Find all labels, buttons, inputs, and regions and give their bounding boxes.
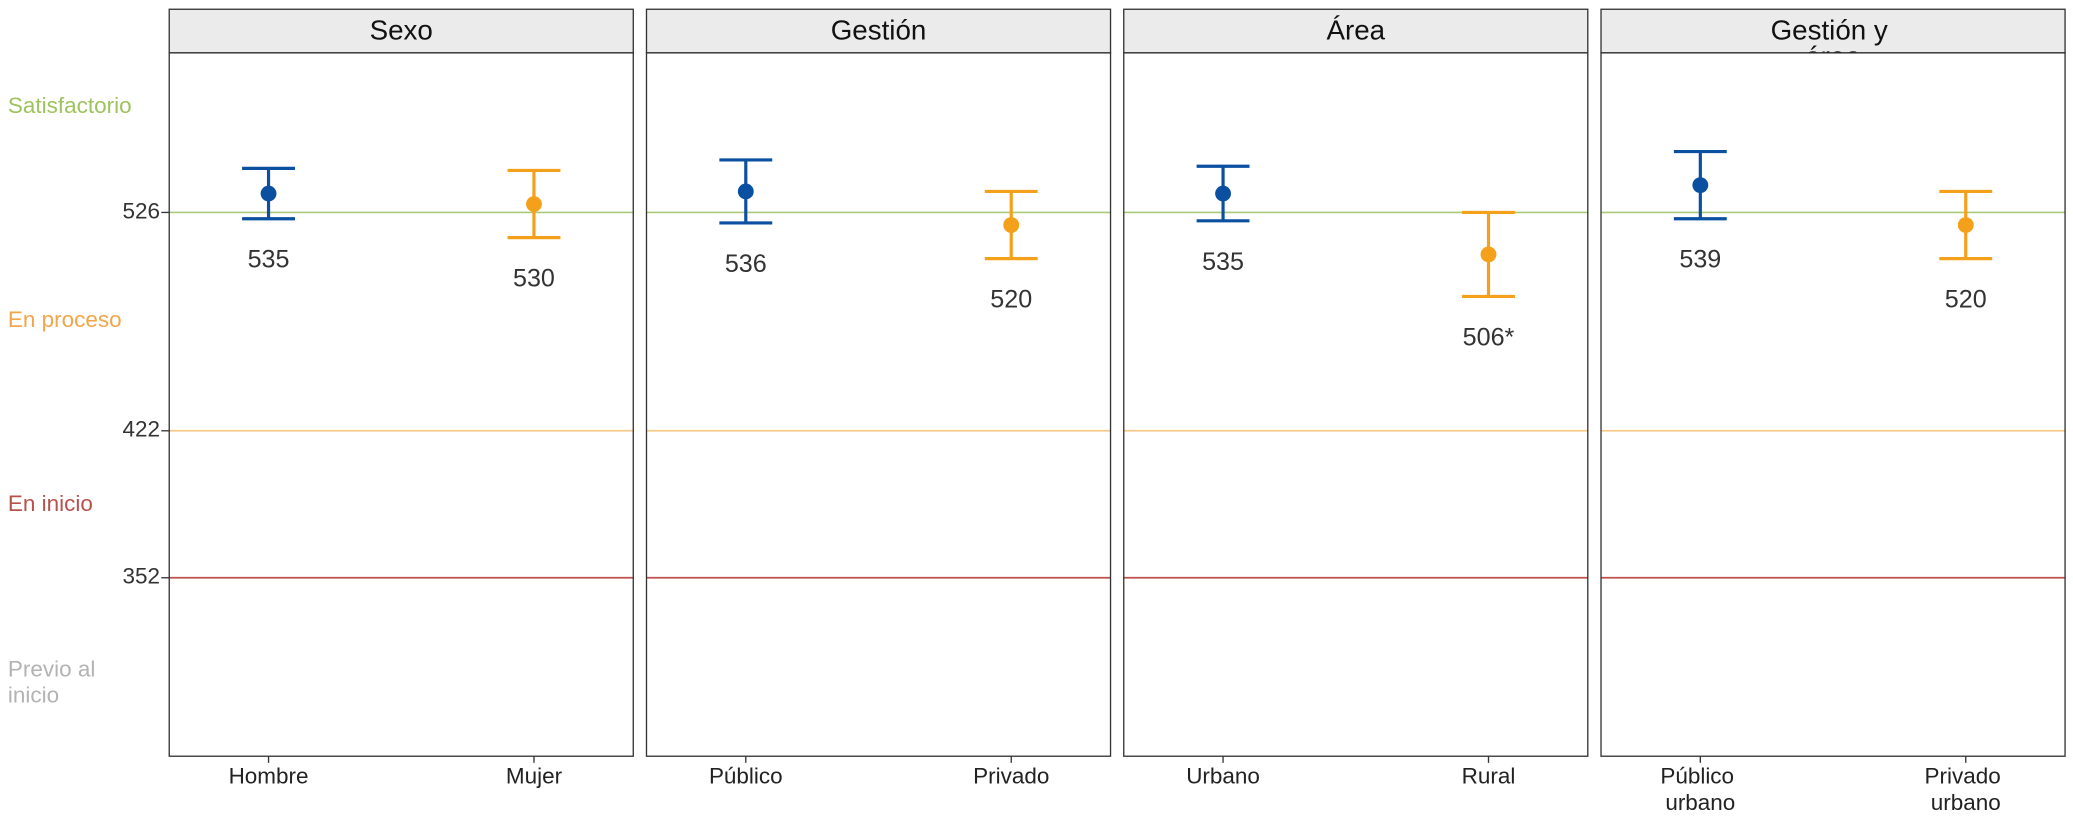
point [1692,177,1709,194]
x-tick-label: Urbano [1186,763,1260,788]
panel-border [1600,52,2066,757]
y-tick-label: 526 [122,198,160,223]
panel-title: Área [1326,15,1385,46]
level-label: Previo al inicio [8,656,102,707]
point [1480,246,1497,263]
x-tick-label: Público [709,763,783,788]
panel-border [645,52,1112,757]
x-tick-label: Privado urbano [1925,763,2007,814]
value-label: 506* [1463,323,1515,351]
panel-title: Sexo [370,15,433,46]
level-label: En inicio [8,491,93,516]
point [737,183,754,200]
panel-border [168,52,634,757]
panel-border [1123,52,1589,757]
y-tick-label: 422 [122,417,160,442]
value-label: 539 [1679,246,1721,274]
level-label: En proceso [8,307,122,332]
point [526,196,542,212]
value-label: 536 [725,250,767,278]
x-tick-label: Hombre [229,763,309,788]
strip [1600,8,2066,54]
strip [645,8,1112,54]
strip [1123,8,1589,54]
point [1003,217,1020,233]
x-tick-label: Rural [1462,763,1516,788]
value-label: 535 [248,246,290,274]
value-label: 535 [1202,248,1244,276]
level-label: Satisfactorio [8,93,132,118]
x-tick-label: Privado [973,763,1049,788]
value-label: 530 [513,265,555,293]
panel [1123,52,1588,757]
panel [169,52,634,757]
value-label: 520 [1945,286,1987,314]
y-tick-label: 352 [122,564,160,589]
panel [1601,52,2066,757]
panel [646,52,1111,757]
point [260,185,277,202]
x-tick-label: Mujer [506,763,563,788]
point [1215,185,1231,202]
strip [168,8,634,54]
panel-title: Gestión [831,15,927,46]
value-label: 520 [990,286,1032,314]
x-tick-label: Público urbano [1660,763,1740,814]
point [1957,217,1974,233]
